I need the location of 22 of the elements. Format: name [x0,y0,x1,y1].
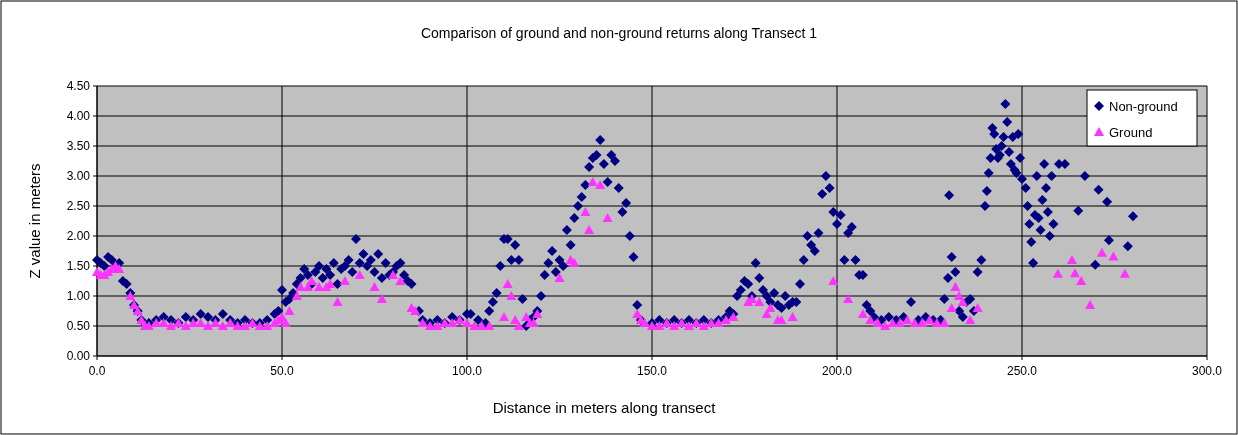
y-tick-label: 4.00 [66,109,91,124]
y-tick-label: 2.00 [66,229,91,244]
y-axis-title: Z value in meters [26,163,43,279]
y-tick-label: 3.00 [66,169,91,184]
legend-label: Non-ground [1109,98,1178,114]
x-axis-title: Distance in meters along transect [492,399,717,416]
x-tick-label: 100.0 [451,364,483,378]
y-tick-label: 4.50 [66,79,91,94]
x-tick-label: 150.0 [636,364,668,378]
x-tick-label: 0.0 [88,364,106,378]
chart-title: Comparison of ground and non-ground returns along Transect 1 [420,25,818,41]
y-tick-label: 0.00 [66,349,91,364]
x-tick-label: 250.0 [1006,364,1038,378]
x-tick-label: 300.0 [1191,364,1223,378]
y-tick-label: 2.50 [66,199,91,214]
x-tick-label: 200.0 [821,364,853,378]
legend-label: Ground [1109,124,1153,140]
y-tick-label: 1.50 [66,259,91,274]
x-tick-label: 50.0 [270,364,294,378]
y-tick-label: 3.50 [66,139,91,154]
y-tick-label: 1.00 [66,289,91,304]
y-tick-label: 0.50 [66,319,91,334]
